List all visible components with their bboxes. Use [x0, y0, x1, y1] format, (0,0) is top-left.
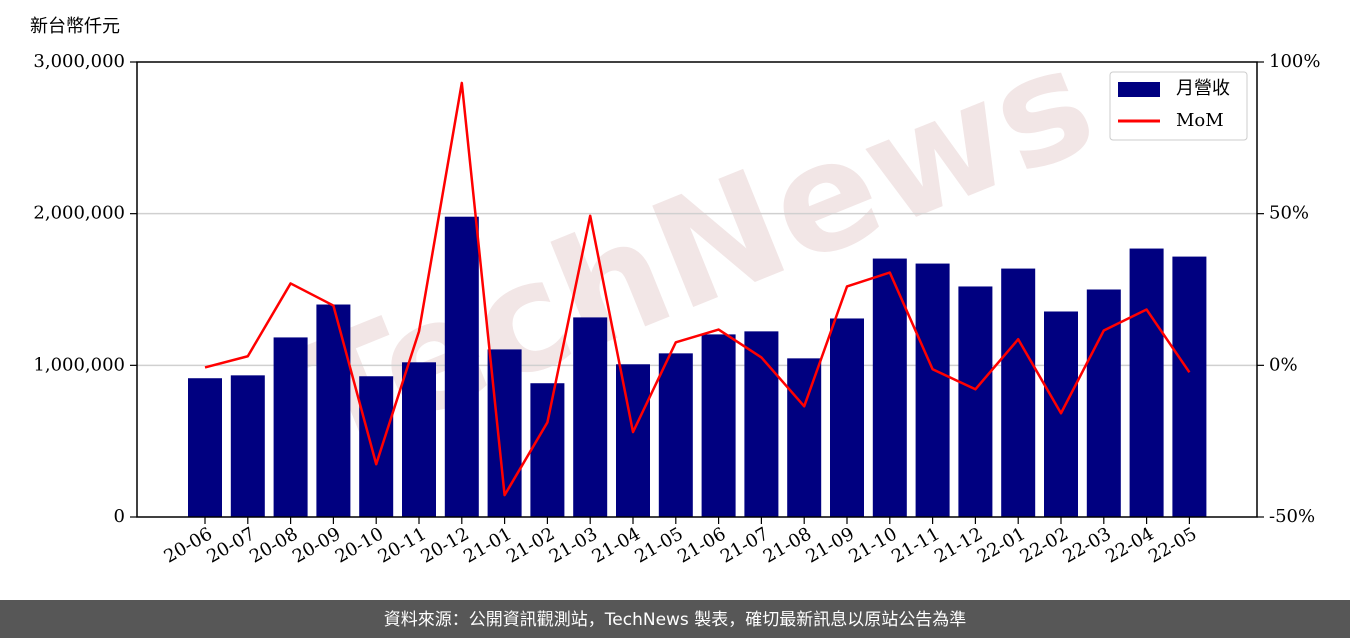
x-tick-label: 21-03 [546, 523, 601, 567]
x-tick-label: 20-12 [417, 523, 472, 567]
bar [1129, 248, 1164, 518]
x-tick-label: 21-09 [803, 523, 858, 567]
bar [744, 331, 779, 517]
x-tick-label: 22-01 [974, 523, 1029, 567]
legend: 月營收 MoM [1109, 71, 1248, 141]
x-tick-label: 22-05 [1145, 523, 1200, 567]
bar [787, 358, 822, 517]
y2-tick-label: 0% [1269, 354, 1298, 375]
legend-swatch [1118, 82, 1160, 97]
x-tick-label: 20-06 [161, 523, 216, 567]
y-tick-label: 2,000,000 [33, 203, 125, 224]
bar [359, 376, 394, 517]
bar [316, 304, 351, 517]
plot-frame [136, 61, 1258, 518]
line [204, 81, 1191, 497]
x-tick-label: 22-03 [1059, 523, 1114, 567]
bar [616, 364, 650, 517]
bar [830, 318, 864, 517]
bar [658, 353, 693, 517]
x-tick-label: 21-10 [845, 523, 900, 567]
bar [402, 362, 436, 517]
legend-label: 月營收 [1176, 78, 1230, 99]
y-tick-label: 1,000,000 [33, 354, 125, 375]
x-tick-label: 20-11 [375, 523, 430, 567]
x-tick-label: 21-07 [717, 523, 772, 567]
bar [872, 258, 907, 517]
footer: 資料來源：公開資訊觀測站，TechNews 製表，確切最新訊息以原站公告為準 [384, 610, 966, 630]
legend-label: MoM [1176, 110, 1224, 131]
x-tick-label: 20-08 [246, 523, 301, 567]
x-tick-label: 21-12 [931, 523, 986, 567]
y-tick-label: 0 [114, 506, 125, 527]
bar [1172, 256, 1207, 517]
x-tick-label: 21-02 [503, 523, 558, 567]
bar [273, 337, 308, 517]
y2-tick-label: 50% [1269, 203, 1309, 224]
x-tick-label: 22-02 [1017, 523, 1072, 567]
x-tick-label: 21-06 [674, 523, 729, 567]
bar [1086, 289, 1121, 517]
x-tick-label: 20-10 [332, 523, 387, 567]
x-tick-label: 20-09 [289, 523, 344, 567]
bar [188, 378, 222, 517]
bar [444, 216, 479, 517]
bar [915, 263, 950, 517]
bar [701, 334, 736, 517]
x-tick-label: 21-08 [760, 523, 815, 567]
x-tick-label: 22-04 [1102, 523, 1157, 567]
y-axis-label: 新台幣仟元 [30, 16, 120, 37]
y2-tick-label: 100% [1269, 51, 1320, 72]
y-tick-label: 3,000,000 [33, 51, 125, 72]
y2-tick-label: -50% [1269, 506, 1315, 527]
bar [230, 375, 265, 517]
x-tick-label: 21-01 [460, 523, 515, 567]
x-tick-label: 21-04 [589, 523, 644, 567]
x-tick-label: 21-05 [631, 523, 686, 567]
bar [1001, 268, 1036, 517]
x-tick-label: 21-11 [888, 523, 943, 567]
footer-bar [0, 600, 1350, 638]
x-tick-label: 20-07 [203, 523, 258, 567]
bar [530, 383, 565, 517]
bar [573, 317, 608, 517]
bar [958, 286, 993, 517]
